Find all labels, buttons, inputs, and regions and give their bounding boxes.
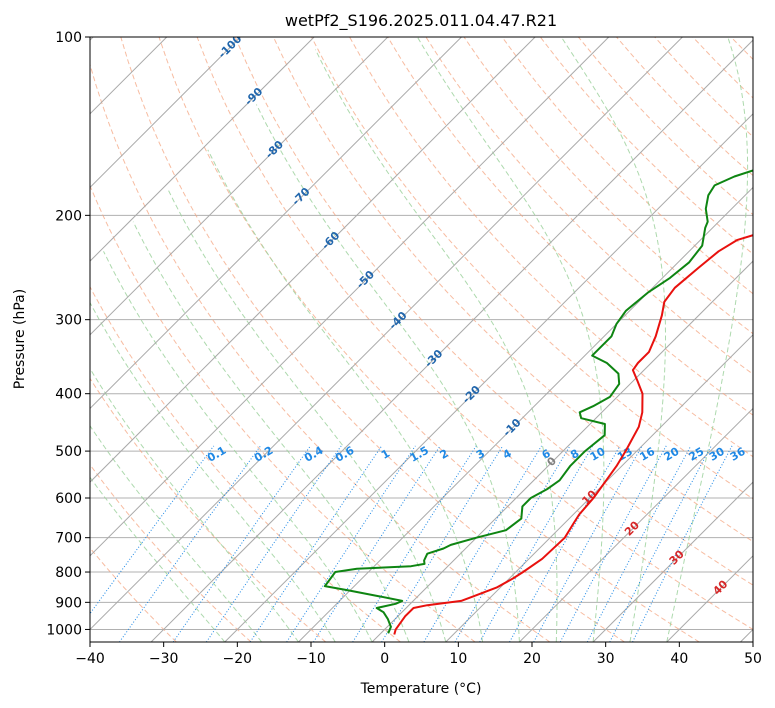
mixing-ratio-line (509, 445, 621, 642)
x-tick-label: −40 (75, 651, 105, 667)
y-tick-label: 800 (55, 565, 82, 581)
moist-adiabat-line (90, 301, 336, 642)
x-tick-label: −30 (149, 651, 179, 667)
isotherm-line (90, 37, 683, 631)
moist-adiabat-line (314, 49, 558, 642)
y-tick-label: 500 (55, 444, 82, 460)
x-tick-label: 10 (449, 651, 467, 667)
dry-adiabat-line (769, 37, 775, 642)
dry-adiabat-line (196, 37, 753, 630)
mixing-ratio-line (479, 445, 594, 642)
mixing-ratio-line (559, 445, 667, 642)
isotherm-line (445, 334, 753, 642)
moist-adiabat-line (103, 251, 373, 642)
mixing-ratio-line (533, 445, 643, 642)
dry-adiabat-line (425, 37, 753, 375)
x-tick-label: 20 (523, 651, 541, 667)
dry-adiabat-line (501, 37, 753, 295)
isotherm-line (90, 37, 389, 336)
dry-adiabat-line (272, 37, 753, 543)
x-tick-label: 0 (380, 651, 389, 667)
dry-adiabat-line (90, 184, 476, 642)
isotherm-line (224, 113, 753, 642)
dry-adiabat-line (90, 463, 252, 642)
dry-adiabat-line (120, 37, 625, 642)
mixing-ratio-line (454, 445, 571, 642)
isotherm-line (90, 37, 241, 189)
dry-adiabat-line (90, 62, 551, 642)
x-tick-label: −10 (296, 651, 326, 667)
isotherm-line (371, 260, 753, 642)
mixing-ratio-line (352, 445, 477, 642)
x-axis-ticks: −40 −30 −20 −10 0 10 20 30 40 50 (75, 642, 762, 667)
mixing-ratio-line (381, 445, 504, 642)
moist-adiabat-line (416, 37, 605, 642)
y-axis-ticks: 100 200 300 400 500 600 700 800 900 1000 (46, 30, 90, 638)
y-tick-label: 600 (55, 491, 82, 507)
isotherm-line (519, 407, 753, 642)
dry-adiabat-line (349, 37, 753, 458)
moist-adiabat-line (560, 37, 666, 642)
mixing-ratio-line (423, 445, 542, 642)
mixing-ratio-lines (90, 445, 733, 642)
temperature-profile (393, 234, 753, 635)
moist-adiabat-line (255, 104, 520, 642)
plot-area (90, 37, 753, 642)
dewpoint-profile (323, 169, 753, 634)
moist-adiabat-line (90, 367, 299, 642)
y-tick-label: 1000 (46, 622, 82, 638)
y-tick-label: 700 (55, 531, 82, 547)
dry-adiabat-line (234, 37, 753, 586)
x-tick-label: −20 (223, 651, 253, 667)
mixing-ratio-line (286, 445, 416, 642)
moist-adiabat-line (90, 476, 226, 642)
moist-adiabat-line (666, 37, 749, 642)
chart-title: wetPf2_S196.2025.011.04.47.R21 (285, 11, 557, 31)
plot-frame (89, 36, 754, 643)
mixing-ratio-line (205, 445, 342, 642)
isotherm-line (150, 39, 753, 642)
y-tick-label: 200 (55, 208, 82, 224)
moist-adiabat-line (207, 149, 484, 642)
isotherm-line (90, 37, 536, 483)
mixing-ratio-line (119, 445, 261, 642)
isotherm-line (298, 186, 753, 642)
y-tick-label: 300 (55, 313, 82, 329)
isotherm-line (90, 37, 610, 557)
x-axis-label: Temperature (°C) (360, 681, 482, 697)
dry-adiabat-line (90, 547, 177, 642)
dry-adiabat-line (311, 37, 753, 500)
dry-adiabat-line (158, 37, 700, 642)
y-tick-label: 100 (55, 30, 82, 46)
isotherms (90, 37, 753, 642)
x-tick-label: 50 (744, 651, 762, 667)
plot-background (90, 37, 753, 642)
moist-adiabat-line (90, 424, 263, 642)
isotherm-line (90, 37, 315, 262)
sounding-profiles (323, 169, 753, 635)
y-tick-label: 400 (55, 387, 82, 403)
dry-adiabat-line (387, 37, 753, 416)
x-tick-label: 30 (597, 651, 615, 667)
y-tick-label: 900 (55, 595, 82, 611)
isotherm-line (592, 481, 753, 642)
y-axis-label: Pressure (hPa) (12, 289, 28, 389)
x-tick-label: 40 (670, 651, 688, 667)
isotherm-line (90, 37, 462, 410)
dry-adiabat-line (90, 377, 327, 642)
